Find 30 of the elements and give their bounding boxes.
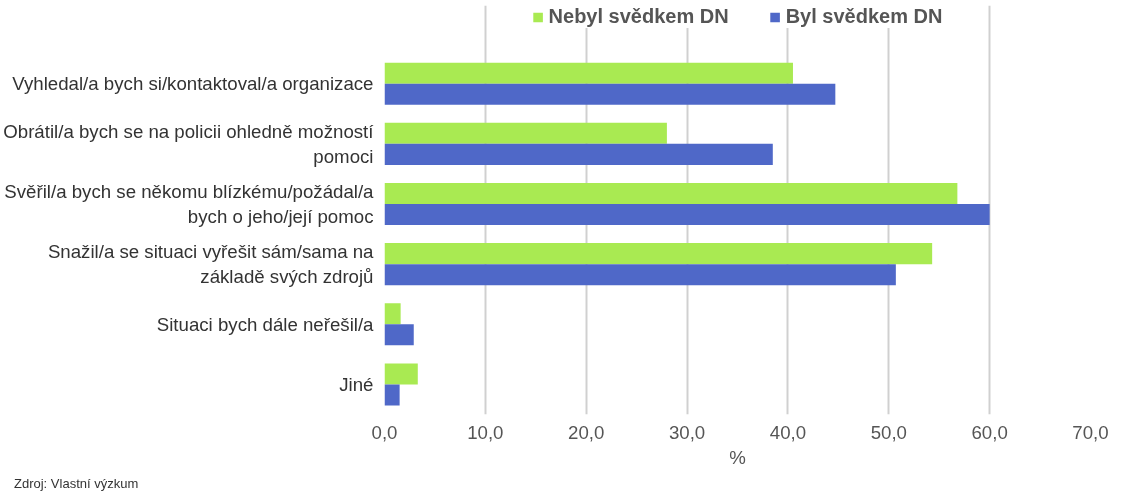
x-tick-label: 30,0 (668, 421, 706, 443)
legend-label: Nebyl svědkem DN (548, 5, 729, 28)
bar (384, 122, 667, 144)
x-axis-title: % (729, 446, 746, 468)
bar (384, 384, 400, 406)
bar (384, 264, 896, 286)
x-tick-label: 20,0 (568, 421, 605, 443)
bar (384, 62, 793, 84)
bar (384, 363, 418, 385)
bar (384, 203, 990, 226)
x-tick-label: 40,0 (769, 421, 807, 443)
x-tick-label: 50,0 (870, 421, 907, 443)
x-tick-label: 0,0 (371, 421, 398, 443)
bar (384, 143, 773, 165)
legend-label: Byl svědkem DN (785, 5, 943, 28)
bar (384, 303, 401, 325)
text: Zdroj: Vlastní výzkum (14, 475, 139, 493)
x-tick-label: 60,0 (971, 421, 1008, 443)
y-tick-label: Jiné (339, 373, 374, 395)
bar (384, 182, 958, 204)
bar (384, 324, 414, 346)
y-tick-label: Vyhledal/a bych si/kontaktoval/a organizace (12, 73, 374, 95)
x-tick-label: 70,0 (1072, 421, 1109, 443)
y-tick-label: Obrátil/a bych se na policii ohledně možností pomoci (3, 120, 375, 167)
y-tick-label: Situaci bych dále neřešil/a (156, 313, 375, 335)
y-tick-label: Snažil/a se situaci vyřešit sám/sama na základě svých zdrojů (47, 241, 375, 288)
bar (384, 83, 836, 105)
y-tick-label: Svěřil/a bych se někomu blízkému/požádal/a bych o jeho/její pomoc (4, 180, 375, 228)
x-tick-label: 10,0 (467, 421, 504, 443)
bar (384, 243, 933, 265)
